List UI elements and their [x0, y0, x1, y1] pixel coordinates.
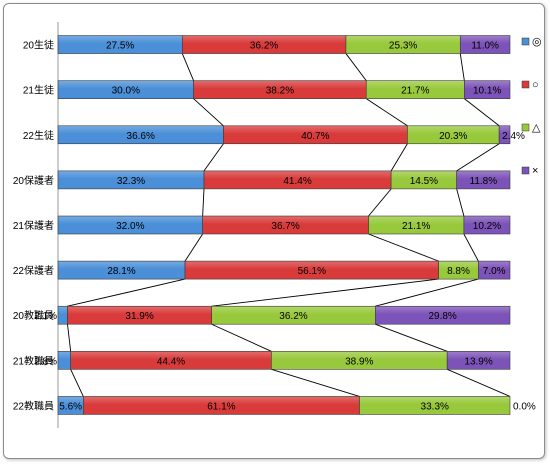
series-line [184, 233, 204, 262]
series-line [375, 323, 448, 352]
bar-segment [463, 215, 511, 235]
series-line [368, 233, 439, 262]
series-line [181, 53, 195, 81]
category-label: 21保護者 [13, 219, 54, 232]
data-label: 36.6% [127, 131, 155, 142]
series-line [456, 143, 500, 172]
series-line [211, 278, 439, 307]
series-line [271, 368, 360, 397]
series-line [459, 53, 465, 81]
category-label: 22教職員 [13, 399, 54, 412]
bar-segment [57, 305, 68, 325]
data-label: 2.4% [502, 131, 525, 142]
data-label: 10.1% [473, 86, 501, 97]
data-label: 36.2% [250, 41, 278, 52]
category-labels: 20生徒 21生徒 22生徒 20保護者 21保護者 22保護者 20教職員 21教職員 22教… [13, 39, 54, 413]
legend-label: × [532, 165, 538, 177]
category-label: 20生徒 [23, 39, 54, 52]
category-label: 21教職員 [13, 354, 54, 367]
legend-swatch [521, 166, 530, 175]
series-line [193, 98, 224, 127]
bar-segment [464, 80, 511, 99]
category-label: 20保護者 [13, 174, 54, 187]
data-label: 33.3% [421, 401, 449, 412]
data-label: 0.0% [513, 401, 536, 412]
legend-label: ○ [532, 79, 539, 91]
data-label: 11.0% [471, 41, 499, 52]
data-label: 29.8% [428, 311, 456, 322]
data-label: 2.1% [34, 311, 57, 322]
category-label: 21生徒 [23, 84, 54, 97]
series-lines [67, 53, 511, 397]
data-label: 36.7% [271, 221, 299, 232]
bar-segment [456, 170, 511, 190]
series-line [366, 98, 408, 127]
legend-swatch [521, 80, 530, 89]
bar-segment [446, 351, 511, 370]
bar-segment [459, 35, 511, 54]
data-label: 20.3% [439, 131, 467, 142]
category-label: 22保護者 [13, 264, 54, 277]
data-label: 14.5% [410, 176, 438, 187]
data-label: 41.4% [283, 176, 311, 187]
data-label: 44.4% [157, 356, 185, 367]
data-label: 40.7% [301, 131, 329, 142]
data-label: 10.2% [473, 221, 501, 232]
data-label: 32.3% [117, 176, 145, 187]
legend-swatch [521, 37, 530, 46]
bar-segment [375, 305, 511, 325]
data-label: 27.5% [106, 41, 134, 52]
bar-segment [498, 125, 511, 145]
series-line [375, 278, 479, 307]
data-label: 61.1% [207, 401, 235, 412]
data-label: 21.7% [401, 86, 429, 97]
data-label: 8.8% [447, 266, 470, 277]
bar-segment [478, 260, 511, 280]
series-line [67, 324, 72, 352]
legend-label: ◎ [532, 36, 542, 48]
legend-label: △ [532, 122, 541, 134]
series-line [70, 369, 84, 397]
legend-swatch [521, 123, 530, 132]
data-label: 25.3% [389, 41, 417, 52]
data-label: 7.0% [483, 266, 506, 277]
data-label: 5.6% [59, 401, 82, 412]
series-line [211, 323, 272, 352]
series-line [368, 188, 392, 217]
data-label: 38.2% [266, 86, 294, 97]
data-label: 11.8% [470, 176, 498, 187]
data-label: 56.1% [298, 266, 326, 277]
data-label: 2.8% [34, 356, 57, 367]
series-line [345, 53, 367, 81]
series-line [203, 143, 224, 172]
data-label: 21.1% [402, 221, 430, 232]
bar-segment [57, 351, 71, 370]
data-label: 36.2% [279, 311, 307, 322]
data-label: 28.1% [107, 266, 135, 277]
bars [57, 35, 511, 415]
data-label: 30.0% [112, 86, 140, 97]
series-line [463, 233, 479, 262]
series-line [446, 368, 511, 397]
series-line [456, 188, 465, 217]
category-label: 22生徒 [23, 129, 54, 142]
data-label: 13.9% [464, 356, 492, 367]
bar-segment [359, 396, 511, 415]
data-label: 31.9% [125, 311, 153, 322]
data-label: 38.9% [345, 356, 373, 367]
data-labels: 27.5% 36.2% 25.3% 11.0% 30.0% 38.2% 21.7% 10.1%… [34, 41, 536, 413]
series-line [464, 98, 500, 127]
data-label: 32.0% [116, 221, 144, 232]
category-label: 20教職員 [13, 309, 54, 322]
series-line [202, 188, 205, 217]
legend: ◎ ○ △ × [521, 36, 542, 177]
series-line [390, 143, 408, 172]
series-line [67, 278, 186, 307]
